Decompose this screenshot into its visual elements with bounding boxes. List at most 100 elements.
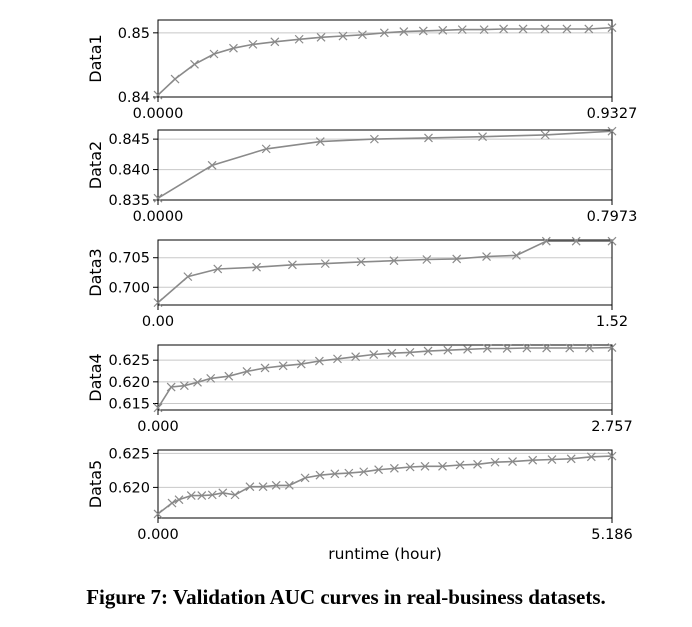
data-point-5-3: [174, 495, 184, 505]
data-point-4-6: [224, 371, 234, 381]
data-point-3-15: [607, 236, 617, 246]
data-point-1-19: [518, 24, 528, 34]
series-line-1: [157, 26, 613, 96]
ytick-label-3-2: 0.705: [108, 251, 150, 267]
data-point-4-7: [242, 367, 252, 376]
marker-stroke-b: [207, 160, 217, 170]
marker-stroke-b: [315, 470, 325, 480]
ytick-label-2-1: 0.835: [108, 193, 150, 209]
xtick-label-2-1: 0.0000: [133, 209, 184, 225]
data-point-3-8: [389, 256, 399, 266]
data-point-2-7: [478, 132, 487, 142]
data-point-5-13: [300, 473, 310, 483]
marker-stroke-b: [186, 491, 196, 500]
marker-stroke-b: [405, 347, 415, 357]
marker-stroke-b: [190, 59, 199, 69]
marker-stroke-b: [356, 257, 366, 267]
marker-stroke-b: [153, 298, 163, 308]
data-point-5-20: [405, 462, 415, 472]
ylabel-2: Data2: [86, 141, 105, 189]
marker-stroke-b: [585, 343, 594, 353]
marker-stroke-b: [420, 461, 430, 471]
marker-stroke-b: [463, 344, 473, 354]
data-point-5-19: [389, 463, 399, 473]
data-point-4-10: [296, 359, 306, 369]
marker-stroke-b: [179, 381, 189, 391]
xtick-label-2-2: 0.7973: [587, 209, 638, 225]
ytick-label-3-1: 0.700: [108, 280, 150, 296]
xtick-label-3-2: 1.52: [596, 314, 628, 330]
figure-caption: Figure 7: Validation AUC curves in real-…: [86, 585, 606, 609]
data-point-5-15: [330, 469, 340, 479]
ytick-label-5-1: 0.620: [108, 480, 150, 496]
marker-stroke-b: [300, 473, 310, 483]
data-point-4-24: [565, 343, 575, 353]
data-point-1-18: [499, 24, 509, 34]
data-point-5-1: [153, 509, 163, 519]
ytick-label-4-1: 0.615: [108, 397, 150, 413]
data-point-1-22: [584, 24, 594, 34]
data-point-5-30: [586, 452, 596, 462]
marker-stroke-b: [423, 346, 433, 356]
marker-stroke-b: [320, 259, 330, 269]
data-point-3-5: [287, 260, 297, 270]
data-point-4-4: [193, 377, 202, 387]
data-point-1-11: [358, 30, 367, 40]
marker-stroke-b: [566, 454, 576, 464]
data-point-5-10: [258, 482, 268, 492]
data-point-1-5: [229, 43, 238, 53]
marker-stroke-b: [207, 490, 217, 500]
data-point-4-1: [153, 403, 163, 413]
xtick-label-5-1: 0.000: [137, 527, 179, 543]
data-point-5-24: [473, 459, 482, 469]
panel-5: 0.620 0.625 0.000 5.186 Data5: [86, 446, 633, 543]
data-point-4-25: [585, 343, 594, 353]
series-line-2: [157, 130, 613, 199]
figure-chart: 0.84 0.85 0.0000 0.9327 Data1 0.835 0.840 0.845…: [86, 19, 638, 563]
data-point-5-8: [230, 490, 240, 500]
data-point-1-7: [270, 37, 280, 47]
data-point-5-28: [547, 455, 557, 464]
data-point-3-10: [452, 254, 462, 264]
xlabel: runtime (hour): [328, 545, 442, 563]
data-point-5-6: [207, 490, 217, 500]
ylabel-5: Data5: [86, 460, 105, 508]
axes-frame-4: [157, 344, 613, 411]
data-point-3-1: [153, 298, 163, 308]
marker-stroke-b: [607, 451, 617, 461]
marker-stroke-b: [457, 25, 467, 35]
data-point-2-4: [315, 137, 325, 146]
data-point-1-13: [399, 27, 409, 36]
data-point-1-20: [540, 24, 550, 34]
marker-stroke-b: [499, 24, 509, 34]
ytick-label-1-1: 0.84: [118, 90, 150, 106]
data-point-2-8: [540, 130, 550, 140]
data-point-1-9: [316, 32, 326, 42]
data-point-5-5: [197, 491, 207, 500]
marker-stroke-b: [287, 260, 297, 270]
data-point-1-3: [190, 59, 199, 69]
marker-stroke-b: [153, 90, 163, 100]
marker-stroke-b: [607, 343, 617, 353]
marker-stroke-b: [438, 25, 448, 35]
marker-stroke-b: [541, 236, 551, 246]
data-point-5-12: [284, 480, 294, 490]
marker-stroke-b: [522, 343, 532, 353]
ylabel-4: Data4: [86, 353, 105, 401]
data-point-4-18: [443, 345, 453, 355]
marker-stroke-b: [213, 264, 223, 274]
series-line-4: [157, 346, 613, 409]
marker-stroke-b: [316, 32, 326, 42]
marker-stroke-b: [438, 461, 447, 471]
data-point-5-27: [528, 455, 538, 465]
data-point-5-7: [218, 488, 228, 498]
ylabel-1: Data1: [86, 34, 105, 82]
data-point-3-12: [511, 250, 521, 260]
marker-stroke-b: [351, 352, 361, 362]
data-point-1-14: [418, 26, 428, 36]
data-point-4-11: [314, 356, 324, 366]
marker-stroke-b: [455, 460, 465, 470]
marker-stroke-b: [418, 26, 428, 36]
marker-stroke-b: [565, 343, 575, 353]
data-point-4-9: [278, 361, 288, 371]
